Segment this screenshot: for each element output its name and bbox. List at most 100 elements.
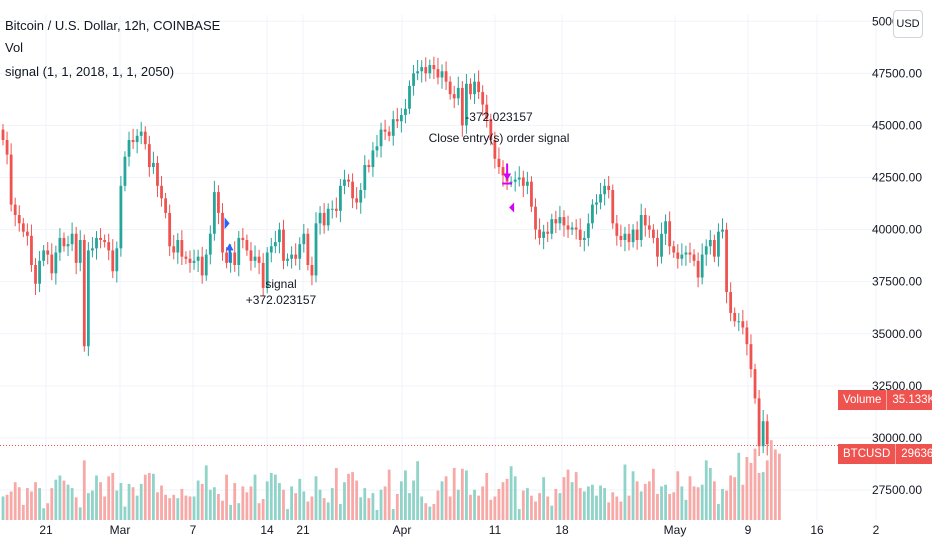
candle-body bbox=[489, 119, 493, 140]
candle-body bbox=[111, 250, 115, 272]
candle-body bbox=[286, 258, 289, 261]
volume-bar bbox=[34, 482, 37, 520]
volume-bar bbox=[700, 484, 704, 520]
price-axis[interactable]: 27500.00 30000.00 32500.00 35000.00 37500.00… bbox=[872, 14, 922, 497]
symbol-price-tag: BTCUSD 29636.66 bbox=[838, 444, 932, 464]
candle-body bbox=[217, 192, 220, 213]
candle-body bbox=[375, 146, 379, 151]
volume-bar bbox=[391, 509, 395, 520]
volume-bar bbox=[546, 496, 550, 520]
candle-body bbox=[745, 327, 749, 345]
volume-bar bbox=[688, 476, 692, 520]
candle-body bbox=[717, 231, 720, 257]
volume-bar bbox=[74, 497, 78, 520]
volume-bar bbox=[282, 489, 285, 520]
volume-bar bbox=[627, 495, 631, 520]
candle-body bbox=[465, 83, 468, 126]
volume-bar bbox=[278, 483, 281, 520]
volume-bar bbox=[647, 481, 651, 520]
volume-bar bbox=[765, 460, 769, 520]
volume-bar bbox=[424, 503, 428, 520]
volume-bar bbox=[623, 464, 627, 520]
candle-body bbox=[302, 233, 306, 245]
candle-body bbox=[660, 233, 663, 257]
candle-body bbox=[363, 165, 367, 190]
currency-button[interactable]: USD bbox=[893, 10, 923, 38]
candle-body bbox=[753, 369, 757, 399]
volume-bar bbox=[143, 474, 147, 520]
candle-body bbox=[58, 237, 62, 253]
time-tick-label: May bbox=[664, 523, 687, 537]
volume-bar bbox=[676, 471, 680, 520]
candle-body bbox=[91, 248, 94, 251]
candle-body bbox=[99, 237, 102, 240]
volume-bar bbox=[217, 493, 220, 520]
candle-body bbox=[428, 65, 432, 74]
candle-body bbox=[351, 181, 354, 199]
candle-body bbox=[355, 198, 359, 203]
volume-bar bbox=[302, 491, 306, 520]
volume-bar bbox=[200, 483, 204, 520]
candle-body bbox=[30, 235, 33, 265]
candle-body bbox=[700, 254, 704, 278]
volume-bar bbox=[712, 481, 716, 520]
volume-bar bbox=[684, 499, 688, 520]
candle-body bbox=[46, 250, 50, 255]
candle-body bbox=[546, 231, 550, 234]
time-tick-label: 14 bbox=[260, 523, 274, 537]
time-axis[interactable]: 21 Mar 7 14 21 Apr 11 18 May 9 16 2 bbox=[39, 523, 879, 537]
candle-body bbox=[278, 229, 281, 243]
exit-down-arrow-icon bbox=[503, 163, 512, 181]
candle-body bbox=[322, 212, 326, 226]
price-tick-label: 40000.00 bbox=[872, 223, 922, 237]
signal-indicator-legend[interactable]: signal (1, 1, 2018, 1, 1, 2050) bbox=[5, 64, 175, 79]
candle-body bbox=[757, 398, 761, 447]
volume-bar bbox=[286, 509, 289, 520]
volume-bar bbox=[570, 482, 574, 520]
exit-bar-marker bbox=[502, 182, 513, 185]
volume-bar bbox=[367, 498, 371, 520]
volume-bar bbox=[643, 483, 647, 520]
volume-bar bbox=[265, 481, 269, 520]
volume-bar bbox=[111, 472, 115, 520]
candle-body bbox=[570, 227, 574, 230]
candle-body bbox=[103, 240, 107, 243]
candle-body bbox=[184, 256, 188, 259]
volume-bar bbox=[257, 503, 261, 520]
volume-bar bbox=[737, 452, 741, 520]
volume-bar bbox=[635, 481, 639, 520]
volume-bar bbox=[30, 491, 33, 520]
volume-bar bbox=[127, 483, 131, 520]
volume-bars bbox=[1, 440, 781, 520]
volume-bar bbox=[436, 490, 440, 520]
volume-bar bbox=[395, 493, 399, 520]
candle-body bbox=[582, 237, 586, 240]
volume-bar bbox=[656, 493, 659, 520]
candle-body bbox=[501, 167, 505, 176]
candle-body bbox=[566, 225, 570, 230]
volume-bar bbox=[82, 460, 86, 520]
volume-bar bbox=[147, 472, 151, 520]
candle-body bbox=[330, 208, 334, 210]
candle-body bbox=[164, 198, 167, 213]
candle-body bbox=[34, 265, 37, 284]
candle-body bbox=[424, 67, 428, 74]
candle-body bbox=[562, 217, 566, 226]
candle-body bbox=[107, 242, 111, 251]
candle-body bbox=[212, 192, 216, 234]
candle-body bbox=[143, 131, 147, 145]
volume-bar bbox=[680, 486, 684, 520]
volume-bar bbox=[9, 491, 13, 520]
candle-body bbox=[712, 240, 716, 257]
price-tick-label: 35000.00 bbox=[872, 327, 922, 341]
volume-tag-value: 35.133K bbox=[892, 394, 932, 406]
candle-body bbox=[245, 240, 249, 251]
volume-bar bbox=[550, 505, 554, 520]
candle-body bbox=[485, 104, 489, 120]
candle-body bbox=[554, 219, 558, 224]
volume-bar bbox=[208, 489, 212, 520]
volume-indicator-legend[interactable]: Vol bbox=[5, 40, 24, 55]
candle-body bbox=[408, 85, 411, 109]
candle-body bbox=[326, 208, 330, 226]
